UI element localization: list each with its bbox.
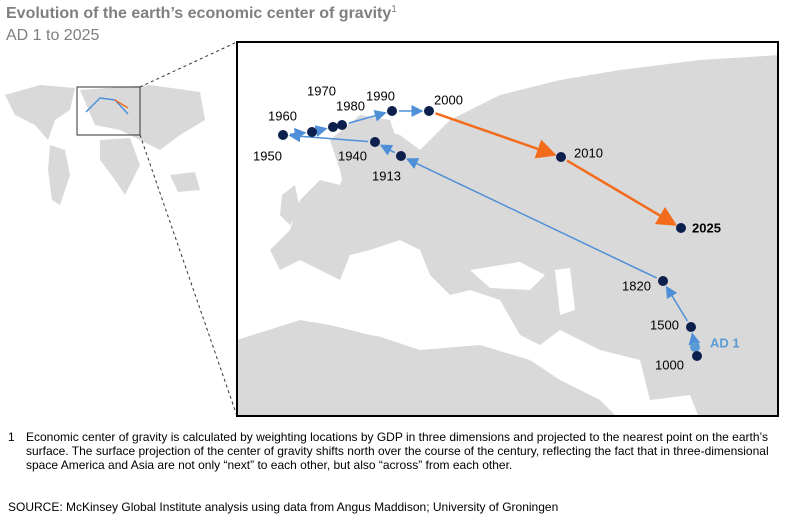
point [387, 106, 397, 116]
source: SOURCE: McKinsey Global Institute analys… [8, 500, 559, 514]
zoom-line [139, 41, 238, 88]
main-map [237, 42, 778, 416]
point-label: 2025 [692, 220, 721, 235]
point-label: 1950 [253, 148, 282, 163]
point [278, 130, 288, 140]
point-label: 2010 [574, 145, 603, 160]
point-label: 1000 [655, 357, 684, 372]
title: Evolution of the earth’s economic center… [6, 4, 397, 23]
footnote-marker: 1 [8, 430, 15, 444]
point [396, 151, 406, 161]
inset-box [76, 86, 141, 136]
point-label: 1913 [372, 168, 401, 183]
point [328, 122, 338, 132]
point [690, 342, 700, 352]
inset-path [85, 97, 129, 115]
arrow [314, 125, 328, 137]
point [686, 322, 696, 332]
arrow [566, 159, 678, 226]
point-label: 1820 [622, 278, 651, 293]
footnote: 1 Economic center of gravity is calculate… [8, 430, 788, 472]
subtitle: AD 1 to 2025 [6, 27, 100, 44]
point [692, 351, 702, 361]
arrow [405, 158, 658, 279]
points: AD 1 1000 1500 1820 1913 1940 1950 1960 19701980… [253, 83, 740, 372]
point [424, 106, 434, 116]
point-label: 1500 [650, 317, 679, 332]
point-label: 1980 [336, 98, 365, 113]
point-label: 1990 [366, 88, 395, 103]
arrow [688, 332, 701, 346]
point [676, 223, 686, 233]
arrow [348, 109, 387, 124]
footnote-text: Economic center of gravity is calculated… [26, 430, 769, 472]
map-frame [236, 41, 779, 417]
point-label: 1970 [307, 83, 336, 98]
point [337, 120, 347, 130]
arrow [289, 127, 307, 140]
point-label: 2000 [434, 92, 463, 107]
point [556, 152, 566, 162]
arrows [288, 105, 701, 346]
point-label: 1960 [268, 108, 297, 123]
point [658, 276, 668, 286]
zoom-line [139, 134, 238, 417]
point [307, 127, 317, 137]
inset-world [5, 85, 205, 205]
point-label: 1940 [338, 148, 367, 163]
point [370, 137, 380, 147]
arrow [379, 144, 396, 156]
arrow [665, 285, 689, 322]
inset-path-recent [114, 99, 129, 109]
point-label: AD 1 [710, 335, 740, 350]
arrow [435, 112, 557, 159]
